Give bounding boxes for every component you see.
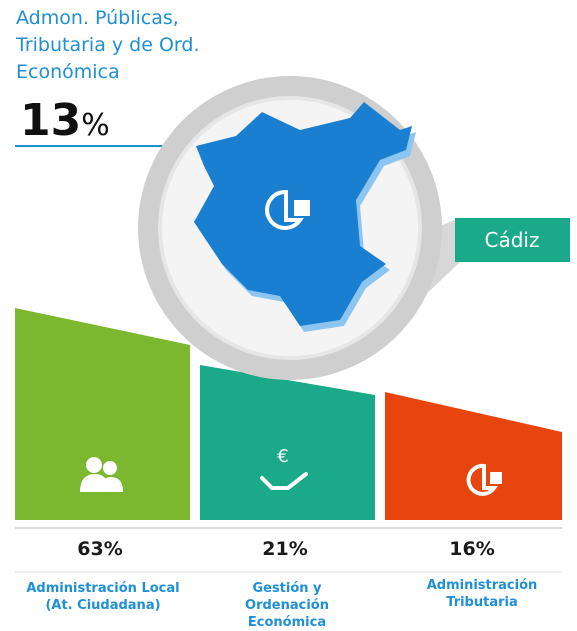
map-label: Cádiz — [485, 228, 540, 252]
title-line: Tributaria y de Ord. — [15, 34, 199, 56]
title-line: Admon. Públicas, — [16, 7, 179, 29]
headline-number: 13 — [20, 95, 81, 146]
title-line: Económica — [16, 61, 120, 83]
svg-text:€: € — [277, 446, 288, 467]
block-teal — [200, 365, 375, 520]
block-label: Tributaria — [446, 595, 518, 610]
map-pie-icon — [265, 189, 310, 230]
label-box — [455, 218, 570, 262]
hand-euro-icon: € — [260, 446, 308, 490]
block-label: Económica — [248, 615, 326, 630]
pie-icon — [466, 463, 502, 496]
block-percent: 63% — [77, 538, 122, 560]
block-label: (At. Ciudadana) — [45, 598, 160, 613]
block-label: Gestión y — [252, 581, 322, 596]
block-orange — [385, 392, 562, 520]
headline-unit: % — [81, 108, 110, 143]
block-label: Administración — [427, 578, 538, 593]
block-label: Ordenación — [245, 598, 329, 613]
block-green — [15, 308, 190, 520]
headline: 13% — [20, 95, 110, 146]
people-icon — [80, 457, 123, 492]
block-percent: 21% — [262, 538, 307, 560]
block-percent: 16% — [449, 538, 494, 560]
block-label: Administración Local — [26, 581, 179, 596]
